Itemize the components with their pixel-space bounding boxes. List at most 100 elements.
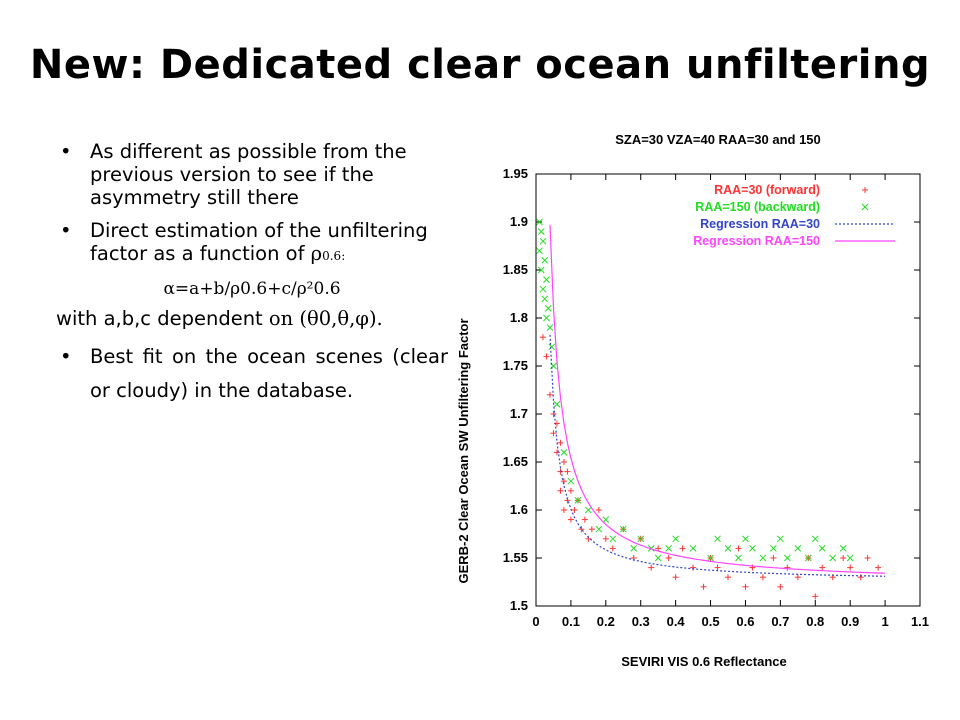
forward-point bbox=[735, 545, 742, 552]
y-axis-label: GERB-2 Clear Ocean SW Unfiltering Factor bbox=[456, 318, 471, 583]
x-tick-label: 1.1 bbox=[911, 614, 929, 629]
forward-point bbox=[581, 516, 588, 523]
forward-point bbox=[665, 555, 672, 561]
formula: α=a+b/ρ0.6+c/ρ²0.6 bbox=[163, 279, 341, 299]
y-tick-label: 1.8 bbox=[510, 310, 528, 325]
forward-point bbox=[571, 507, 578, 513]
forward-point bbox=[875, 564, 882, 571]
x-tick-label: 1 bbox=[881, 614, 888, 629]
bullet-item: Best fit on the ocean scenes (clear or c… bbox=[56, 340, 448, 408]
rho-subscript: 0.6: bbox=[322, 249, 346, 263]
chart-container: 0 0.1 0.2 0.3 0.4 0.5 0.6 0.7 0.8 0.9 1 1.1 1.5 1.55 1… bbox=[448, 118, 948, 682]
backward-point bbox=[541, 257, 549, 264]
y-tick-label: 1.6 bbox=[510, 502, 528, 517]
y-tick-label: 1.9 bbox=[510, 214, 528, 229]
forward-point bbox=[539, 334, 546, 341]
backward-point bbox=[665, 545, 673, 552]
chart-background bbox=[448, 118, 948, 678]
forward-point bbox=[546, 391, 553, 398]
legend: RAA=30 (forward) RAA=150 (backward) Regres… bbox=[693, 183, 895, 248]
x-tick-label: 0.3 bbox=[632, 614, 650, 629]
backward-point bbox=[544, 305, 552, 312]
forward-point bbox=[770, 555, 777, 561]
legend-label: RAA=30 (forward) bbox=[714, 183, 820, 197]
forward-point bbox=[560, 459, 567, 465]
rho-symbol: ρ bbox=[310, 242, 323, 265]
forward-point bbox=[588, 526, 595, 533]
forward-point bbox=[567, 516, 574, 523]
backward-point bbox=[742, 535, 749, 543]
forward-point bbox=[794, 574, 801, 581]
backward-point bbox=[537, 228, 545, 235]
backward-point bbox=[818, 545, 826, 552]
backward-point bbox=[539, 285, 547, 293]
backward-point bbox=[714, 535, 721, 543]
forward-point bbox=[847, 564, 854, 571]
x-tick-label: 0.5 bbox=[702, 614, 720, 629]
backward-point bbox=[689, 545, 697, 552]
regression-line bbox=[549, 334, 886, 577]
x-tick-label: 0.4 bbox=[667, 614, 686, 629]
backward-point bbox=[839, 545, 847, 552]
backward-point bbox=[539, 237, 547, 245]
backward-point bbox=[759, 554, 767, 562]
bullet-item: As different as possible from the previo… bbox=[56, 140, 448, 209]
backward-point bbox=[770, 545, 777, 552]
backward-point bbox=[811, 535, 819, 543]
regression-line bbox=[549, 224, 886, 574]
backward-point bbox=[541, 295, 549, 303]
chart-title: SZA=30 VZA=40 RAA=30 and 150 bbox=[615, 132, 821, 147]
legend-label: RAA=150 (backward) bbox=[695, 200, 820, 214]
backward-point bbox=[637, 535, 645, 543]
x-tick-label: 0.1 bbox=[562, 614, 580, 629]
backward-point bbox=[537, 266, 545, 274]
plot-area-border bbox=[535, 173, 921, 607]
forward-point bbox=[742, 583, 749, 590]
backward-point bbox=[777, 535, 784, 543]
forward-point bbox=[602, 535, 609, 542]
y-tick-label: 1.7 bbox=[510, 406, 528, 421]
forward-point bbox=[725, 574, 731, 581]
forward-point bbox=[578, 526, 585, 533]
forward-point bbox=[840, 555, 847, 561]
y-tick-label: 1.55 bbox=[503, 550, 528, 565]
forward-point bbox=[557, 468, 564, 475]
dependence-text: with a,b,c dependent on (θ0,θ,φ). bbox=[56, 307, 448, 330]
forward-point bbox=[812, 593, 819, 600]
legend-swatch bbox=[861, 203, 869, 211]
dependence-label: with a,b,c dependent bbox=[56, 307, 263, 330]
backward-point bbox=[536, 247, 543, 255]
x-axis-label: SEVIRI VIS 0.6 Reflectance bbox=[621, 654, 786, 669]
backward-point bbox=[567, 477, 575, 485]
series-group bbox=[536, 218, 886, 600]
dependence-tail: on (θ0,θ,φ). bbox=[268, 307, 383, 330]
forward-point bbox=[543, 353, 550, 360]
y-tick-label: 1.95 bbox=[503, 166, 528, 181]
backward-point bbox=[595, 525, 603, 533]
backward-point bbox=[654, 554, 662, 562]
forward-point bbox=[679, 545, 686, 552]
backward-point bbox=[546, 324, 554, 331]
forward-point bbox=[550, 411, 557, 417]
forward-point bbox=[550, 430, 557, 437]
legend-label: Regression RAA=150 bbox=[693, 234, 820, 248]
forward-point bbox=[784, 564, 791, 571]
backward-point bbox=[553, 401, 561, 408]
slide-title: New: Dedicated clear ocean unfiltering bbox=[29, 42, 931, 88]
legend-swatch bbox=[862, 187, 868, 193]
backward-point bbox=[794, 545, 802, 552]
backward-point bbox=[846, 554, 854, 562]
backward-point bbox=[548, 343, 556, 351]
forward-point bbox=[553, 449, 560, 456]
backward-point bbox=[707, 554, 714, 562]
forward-point bbox=[557, 439, 564, 446]
forward-point bbox=[609, 545, 616, 552]
backward-point bbox=[543, 276, 550, 283]
backward-point bbox=[735, 554, 742, 562]
forward-point bbox=[567, 487, 574, 494]
backward-point bbox=[783, 554, 791, 562]
y-tick-label: 1.65 bbox=[503, 454, 528, 469]
backward-point bbox=[560, 449, 568, 456]
legend-label: Regression RAA=30 bbox=[700, 217, 820, 231]
backward-point bbox=[829, 554, 837, 562]
